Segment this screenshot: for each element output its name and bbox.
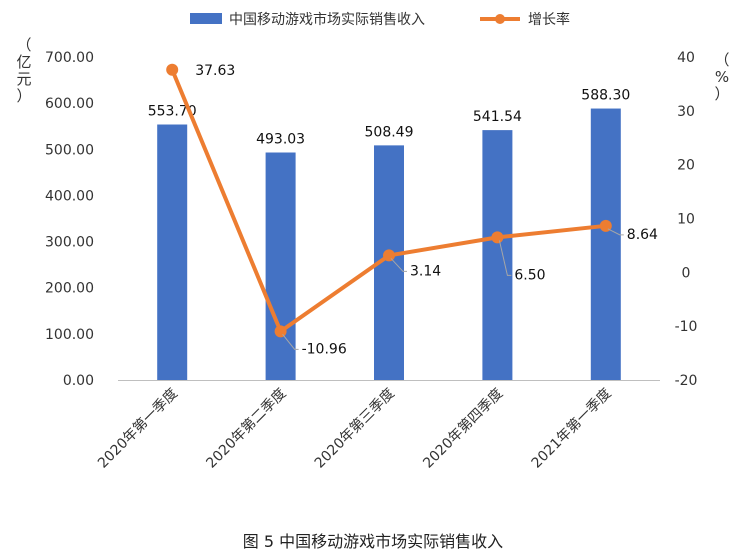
legend-bar-swatch [190, 13, 222, 24]
growth-point [274, 325, 287, 338]
growth-value-label: -10.96 [302, 341, 347, 357]
left-tick-label: 700.00 [45, 50, 94, 66]
left-tick-label: 0.00 [63, 373, 94, 389]
left-tick-label: 400.00 [45, 188, 94, 204]
right-tick-label: -20 [675, 373, 698, 389]
bar [157, 124, 188, 381]
category-label: 2020年第四季度 [420, 385, 507, 472]
growth-point [166, 63, 179, 76]
bar-value-label: 493.03 [256, 132, 305, 148]
legend-bar-label: 中国移动游戏市场实际销售收入 [229, 11, 425, 28]
growth-point [383, 249, 395, 262]
growth-label-leader [498, 240, 512, 276]
left-tick-label: 300.00 [45, 235, 94, 251]
figure-number: 图 5 [242, 532, 275, 551]
category-label: 2021年第一季度 [528, 385, 615, 472]
category-label: 2020年第二季度 [203, 385, 290, 472]
chart: 中国移动游戏市场实际销售收入 增长率 （亿元） （%） 0.00 100.00 200.00… [16, 11, 729, 472]
bar [482, 130, 513, 380]
right-tick-label: 40 [677, 50, 695, 66]
bar-value-label: 508.49 [365, 124, 414, 140]
figure-title: 中国移动游戏市场实际销售收入 [279, 532, 504, 551]
right-tick-label: 20 [677, 158, 695, 174]
legend-line-marker [495, 14, 505, 24]
legend-line-label: 增长率 [528, 11, 570, 28]
right-tick-label: -10 [675, 319, 698, 335]
figure-caption: 图 5 中国移动游戏市场实际销售收入 [0, 528, 746, 552]
left-axis-unit: （亿元） [16, 36, 31, 105]
right-tick-label: 30 [677, 104, 695, 120]
right-tick-label: 0 [682, 265, 691, 281]
right-axis-unit: （%） [714, 51, 729, 103]
bar-value-label: 541.54 [473, 109, 522, 125]
left-tick-label: 500.00 [45, 142, 94, 158]
left-tick-label: 600.00 [45, 96, 94, 112]
right-tick-label: 10 [677, 212, 695, 228]
growth-value-label: 8.64 [627, 227, 658, 243]
category-label: 2020年第三季度 [311, 385, 398, 472]
bar [265, 152, 296, 380]
chart-svg: 中国移动游戏市场实际销售收入 增长率 （亿元） （%） 0.00 100.00 200.00… [16, 11, 729, 472]
growth-point [491, 231, 504, 244]
growth-label-leader [282, 334, 299, 350]
growth-value-label: 37.63 [195, 63, 235, 79]
bar-value-label: 553.70 [148, 104, 197, 120]
growth-value-label: 3.14 [410, 263, 441, 279]
category-label: 2020年第一季度 [94, 385, 181, 472]
bar-value-label: 588.30 [581, 88, 630, 104]
growth-value-label: 6.50 [514, 267, 545, 283]
growth-label-leader [390, 258, 407, 272]
left-tick-label: 100.00 [45, 327, 94, 343]
left-tick-label: 200.00 [45, 281, 94, 297]
bar [590, 108, 621, 381]
growth-label-leader [607, 228, 624, 236]
